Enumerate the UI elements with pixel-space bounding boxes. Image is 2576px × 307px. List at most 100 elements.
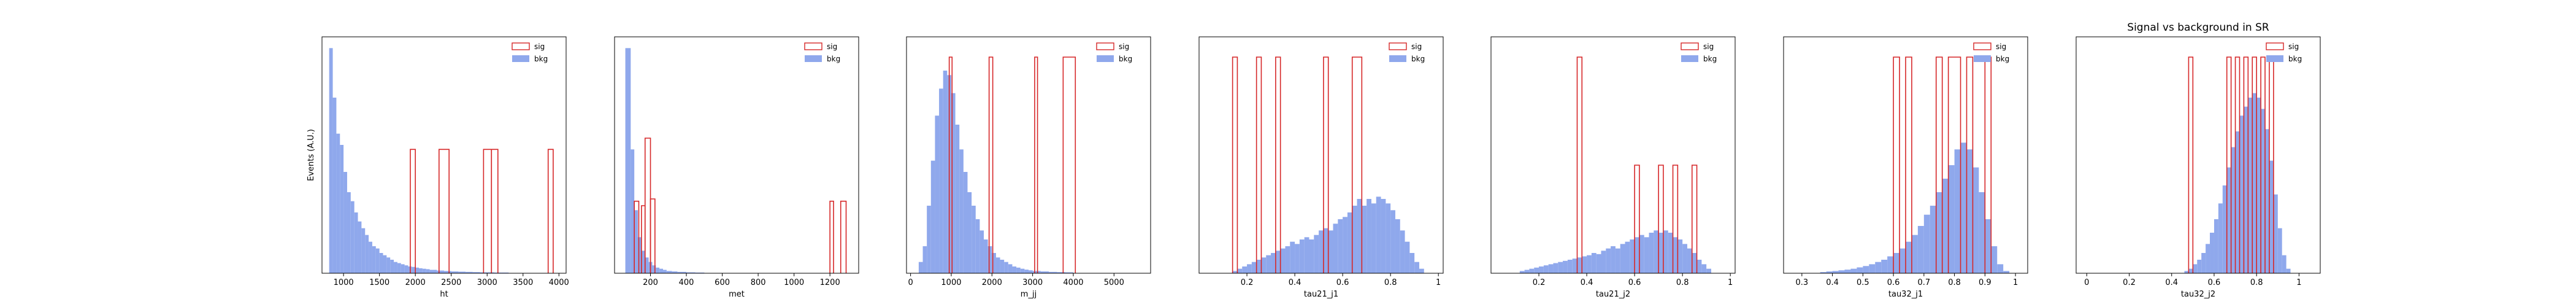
bkg-bar-11	[1572, 258, 1577, 273]
x-tick-label-1: 0.4	[1581, 278, 1593, 287]
bkg-bar-3	[1534, 267, 1539, 273]
bkg-bar-14	[1906, 241, 1912, 273]
bkg-bar-15	[2248, 98, 2253, 273]
bkg-bar-1	[332, 98, 337, 273]
bkg-bar-31	[1668, 233, 1673, 273]
sig-bar-4	[2252, 56, 2257, 273]
bkg-bar-9	[1275, 251, 1281, 273]
legend-bkg-swatch	[1974, 55, 1991, 62]
x-tick-label-1: 1500	[369, 278, 389, 287]
bkg-bar-34	[1395, 219, 1400, 273]
bkg-bar-21	[1948, 165, 1955, 273]
x-tick-label-4: 3000	[477, 278, 497, 287]
legend-sig-label: sig	[1703, 42, 1714, 51]
sig-bar-3	[650, 198, 656, 273]
axes-frame	[1198, 36, 1444, 274]
bkg-bar-19	[995, 257, 1000, 273]
bkg-bar-18	[2261, 109, 2266, 274]
sig-bar-4	[1351, 56, 1363, 273]
x-tick-label-4: 1000	[784, 278, 804, 287]
bkg-bar-25	[1639, 235, 1644, 273]
bkg-bar-15	[1591, 253, 1597, 273]
bkg-bar-24	[415, 267, 420, 273]
bkg-bar-23	[1343, 217, 1347, 273]
bkg-bar-38	[1414, 262, 1419, 273]
bkg-bar-22	[1625, 241, 1630, 273]
bkg-bar-21	[1620, 244, 1625, 273]
sig-bar-3	[1323, 56, 1329, 273]
bkg-bar-37	[1696, 260, 1702, 273]
x-tick-label-0: 0	[908, 278, 913, 287]
bkg-bar-13	[1295, 244, 1300, 273]
x-tick-label-0: 0.2	[1241, 278, 1254, 287]
bkg-bar-34	[1682, 244, 1687, 273]
sig-bar-4	[547, 149, 554, 273]
bkg-bar-14	[2244, 106, 2248, 273]
bkg-bar-18	[1319, 230, 1324, 273]
bkg-bar-29	[1371, 203, 1376, 273]
legend-bkg-swatch	[1389, 55, 1406, 62]
bkg-bar-22	[1008, 264, 1013, 273]
x-tick-label-5: 1	[2296, 278, 2301, 287]
sig-bar-1	[1255, 56, 1262, 273]
bkg-bar-20	[1328, 230, 1333, 273]
legend: sig bkg	[1973, 42, 2009, 63]
bkg-bar-10	[2226, 167, 2231, 273]
bkg-bar-4	[1539, 266, 1544, 273]
bkg-bar-18	[992, 253, 996, 273]
bkg-bar-7	[652, 265, 656, 273]
sig-bar-0	[410, 149, 416, 273]
bkg-bar-0	[918, 262, 923, 273]
bkg-bar-33	[1677, 239, 1683, 273]
bkg-bar-14	[1299, 239, 1305, 273]
sig-bar-3	[491, 149, 499, 273]
legend-bkg-label: bkg	[827, 55, 840, 63]
x-tick-label-3: 0.8	[1384, 278, 1397, 287]
bkg-bar-16	[1917, 226, 1924, 273]
x-tick-label-6: 0.9	[1979, 278, 1991, 287]
bkg-bar-2	[2193, 264, 2198, 273]
bkg-bar-31	[1057, 272, 1065, 273]
bkg-bar-28	[1654, 230, 1659, 273]
bkg-bar-35	[1687, 248, 1692, 273]
bkg-bar-10	[1567, 260, 1573, 273]
bkg-bar-7	[1266, 255, 1271, 273]
bkg-bar-26	[1644, 237, 1649, 273]
x-tick-label-2: 0.6	[1336, 278, 1349, 287]
bkg-bar-6	[350, 201, 355, 273]
legend-sig-swatch	[1973, 42, 1991, 50]
bkg-bar-9	[1875, 262, 1882, 273]
bkg-bar-9	[955, 125, 960, 273]
sig-bar-3	[1947, 56, 1961, 273]
bkg-bar-19	[397, 263, 401, 273]
bkg-bar-31	[1381, 199, 1386, 273]
x-axis-label: tau32_j2	[2181, 290, 2215, 299]
histogram-panel-tau32_j1: 0.3 0.4 0.5 0.6 0.7 0.8 0.9 1 tau32_j1 sig bkg	[1783, 36, 2028, 299]
bkg-bar-6	[1261, 257, 1267, 273]
bkg-bar-9	[1563, 260, 1568, 273]
bkg-bar-30	[1663, 230, 1668, 273]
x-tick-label-5: 3500	[513, 278, 533, 287]
x-tick-label-5: 5000	[1104, 278, 1124, 287]
bkg-bar-20	[1615, 248, 1620, 273]
bkg-bar-11	[1887, 256, 1894, 273]
bkg-bar-1	[1826, 271, 1833, 273]
legend-sig-label: sig	[534, 42, 545, 51]
bkg-bar-3	[340, 145, 344, 273]
x-tick-label-1: 1000	[941, 278, 961, 287]
x-tick-label-1: 0.2	[2123, 278, 2136, 287]
bkg-bar-6	[1857, 267, 1863, 273]
bkg-bar-24	[1347, 212, 1352, 273]
x-tick-label-4: 0.8	[2250, 278, 2263, 287]
bkg-bar-9	[2222, 185, 2227, 273]
bkg-bar-25	[1352, 206, 1357, 273]
bkg-bar-4	[641, 251, 645, 273]
x-axis-label: tau32_j1	[1888, 290, 1923, 299]
bkg-bar-14	[1587, 255, 1592, 273]
bkg-bar-7	[1863, 266, 1869, 273]
bkg-bar-21	[1004, 262, 1008, 273]
legend-bkg-swatch	[512, 55, 529, 62]
histogram-panel-met: 200 400 600 800 1000 1200 met sig bkg	[614, 36, 859, 299]
bkg-bar-28	[1032, 271, 1041, 273]
x-axis-label: tau21_j2	[1596, 290, 1630, 299]
